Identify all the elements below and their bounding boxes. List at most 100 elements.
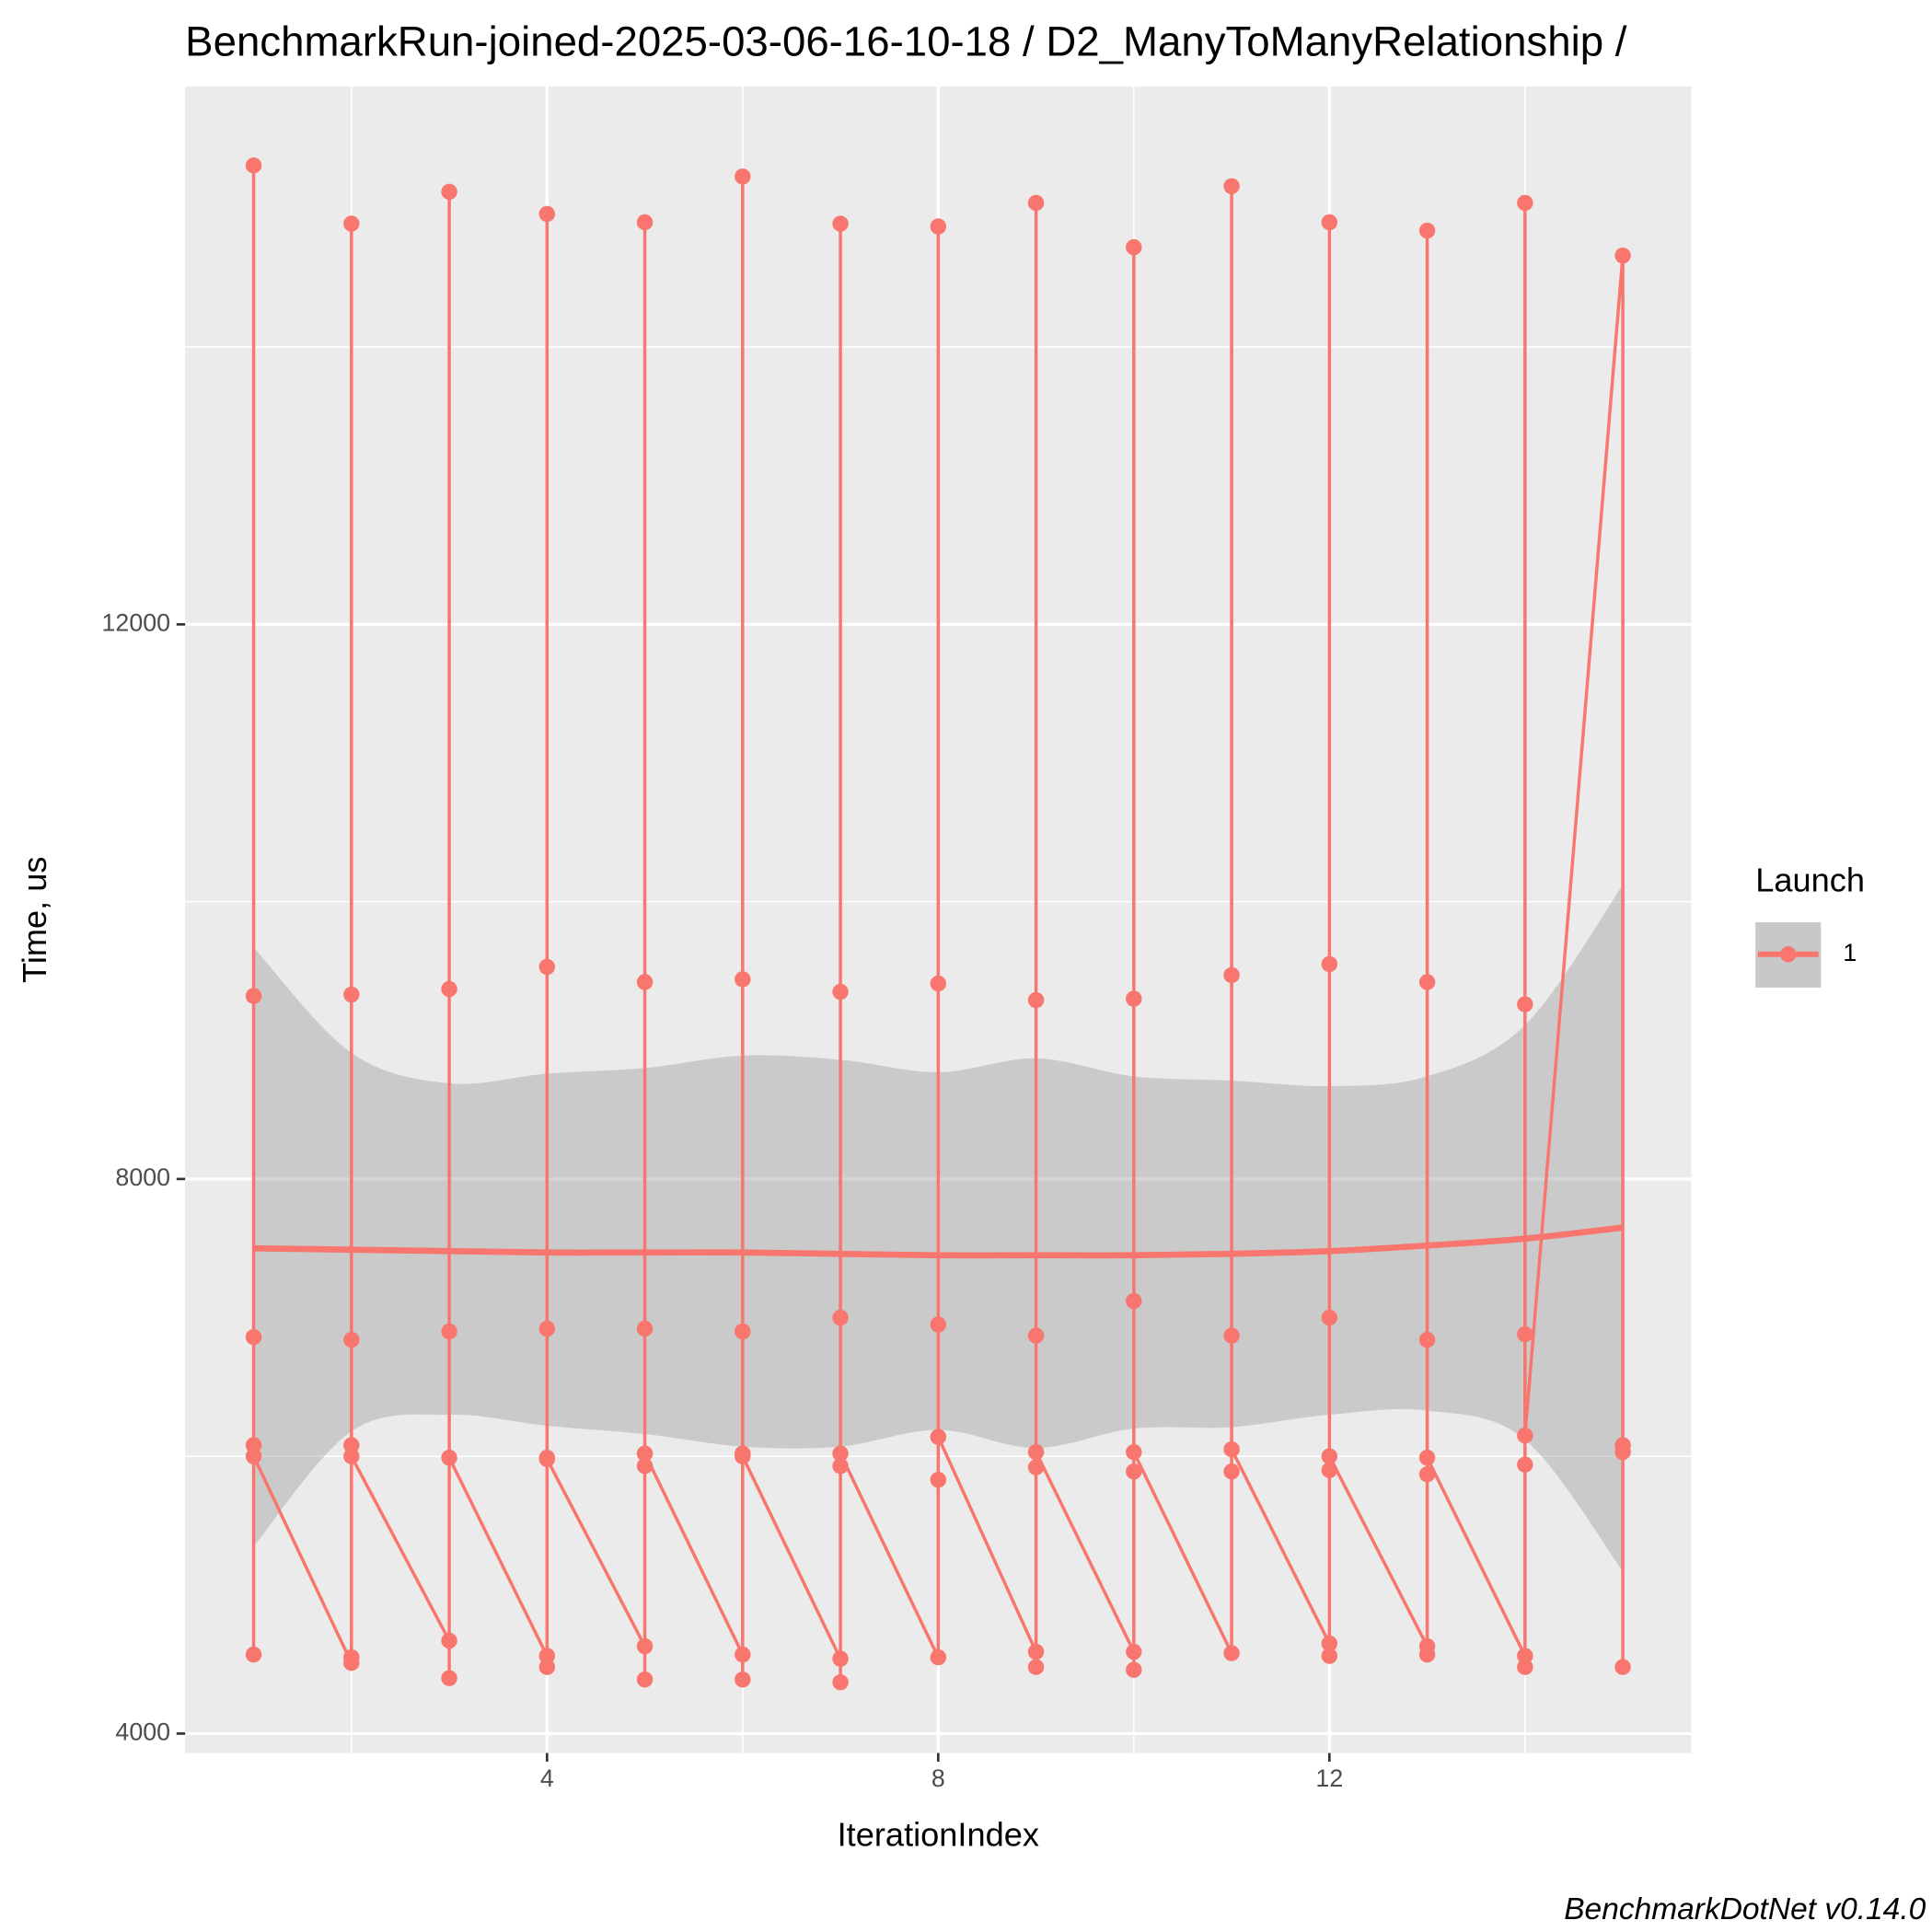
data-point: [636, 1457, 654, 1475]
data-point: [1223, 966, 1240, 984]
data-point: [832, 1445, 849, 1462]
data-point: [538, 1451, 556, 1467]
data-point: [1126, 1463, 1142, 1480]
data-point: [343, 1448, 360, 1464]
data-point: [1517, 194, 1533, 212]
data-point: [636, 1445, 654, 1462]
chart-title: BenchmarkRun-joined-2025-03-06-16-10-18 …: [185, 17, 1627, 64]
data-point: [636, 214, 654, 231]
x-tick-label: 8: [931, 1764, 945, 1792]
data-point: [636, 1671, 654, 1688]
data-point: [343, 1649, 360, 1666]
data-point: [1517, 1427, 1533, 1444]
data-point: [1614, 1443, 1631, 1461]
x-tick-label: 12: [1315, 1764, 1343, 1792]
data-point: [1418, 1466, 1436, 1483]
data-point: [1027, 1327, 1045, 1344]
data-point: [832, 1650, 849, 1667]
data-point: [735, 1448, 751, 1464]
y-tick-label: 8000: [115, 1163, 170, 1191]
data-point: [1126, 990, 1142, 1007]
x-tick-label: 4: [540, 1764, 554, 1792]
y-tick-label: 12000: [102, 608, 171, 636]
y-tick-label: 4000: [115, 1718, 170, 1746]
data-point: [832, 983, 849, 1001]
data-point: [1027, 194, 1045, 212]
data-point: [538, 1659, 556, 1675]
data-point: [441, 183, 457, 201]
data-point: [1126, 1292, 1142, 1310]
y-axis-title: Time, us: [16, 856, 53, 982]
caption: BenchmarkDotNet v0.14.0: [1564, 1892, 1926, 1926]
data-point: [245, 1328, 262, 1346]
data-point: [1321, 1448, 1338, 1464]
data-point: [1321, 1635, 1338, 1652]
data-point: [1223, 1327, 1240, 1344]
legend-marker: [1780, 946, 1797, 963]
data-point: [1321, 1462, 1338, 1478]
data-point: [343, 986, 360, 1003]
x-axis-title: IterationIndex: [838, 1815, 1039, 1853]
legend-title: Launch: [1755, 862, 1865, 899]
data-point: [1321, 1648, 1338, 1664]
data-point: [832, 1457, 849, 1475]
data-point: [441, 1449, 457, 1466]
data-point: [245, 157, 262, 174]
data-point: [1223, 1645, 1240, 1661]
data-point: [245, 1646, 262, 1663]
data-point: [1321, 1309, 1338, 1326]
data-point: [1517, 1659, 1533, 1675]
data-point: [832, 1309, 849, 1326]
data-point: [1027, 991, 1045, 1009]
data-point: [832, 1673, 849, 1691]
data-point: [441, 1323, 457, 1340]
data-point: [1517, 1456, 1533, 1473]
data-point: [1027, 1659, 1045, 1675]
data-point: [1418, 222, 1436, 239]
data-point: [245, 1448, 262, 1464]
data-point: [735, 971, 751, 988]
legend-label: 1: [1843, 939, 1857, 966]
data-point: [930, 218, 947, 235]
data-point: [1418, 974, 1436, 990]
data-point: [538, 958, 556, 976]
data-point: [245, 1437, 262, 1453]
data-point: [1027, 1443, 1045, 1461]
data-point: [441, 980, 457, 998]
data-point: [1027, 1643, 1045, 1660]
data-point: [1126, 1643, 1142, 1660]
data-point: [930, 975, 947, 992]
data-point: [1418, 1449, 1436, 1466]
data-point: [538, 1648, 556, 1664]
data-point: [1517, 996, 1533, 1012]
smooth-line: [253, 1224, 1624, 1259]
data-point: [930, 1649, 947, 1666]
data-point: [343, 1331, 360, 1348]
data-point: [441, 1670, 457, 1686]
data-point: [1418, 1331, 1436, 1348]
data-point: [735, 1671, 751, 1688]
data-point: [735, 1323, 751, 1340]
data-point: [930, 1472, 947, 1488]
data-point: [538, 205, 556, 223]
data-point: [735, 168, 751, 185]
data-point: [1223, 178, 1240, 195]
data-point: [832, 215, 849, 232]
data-point: [343, 215, 360, 232]
data-point: [1321, 955, 1338, 973]
data-point: [1126, 1661, 1142, 1678]
data-point: [1223, 1440, 1240, 1458]
data-point: [735, 1646, 751, 1663]
data-point: [636, 1637, 654, 1655]
data-point: [930, 1429, 947, 1445]
data-point: [1027, 1459, 1045, 1475]
data-point: [1223, 1463, 1240, 1480]
data-point: [1517, 1325, 1533, 1343]
data-point: [1418, 1646, 1436, 1663]
legend: 1: [1757, 939, 1857, 966]
data-point: [1126, 238, 1142, 256]
data-point: [1126, 1443, 1142, 1461]
data-point: [1321, 214, 1338, 231]
data-point: [441, 1632, 457, 1649]
